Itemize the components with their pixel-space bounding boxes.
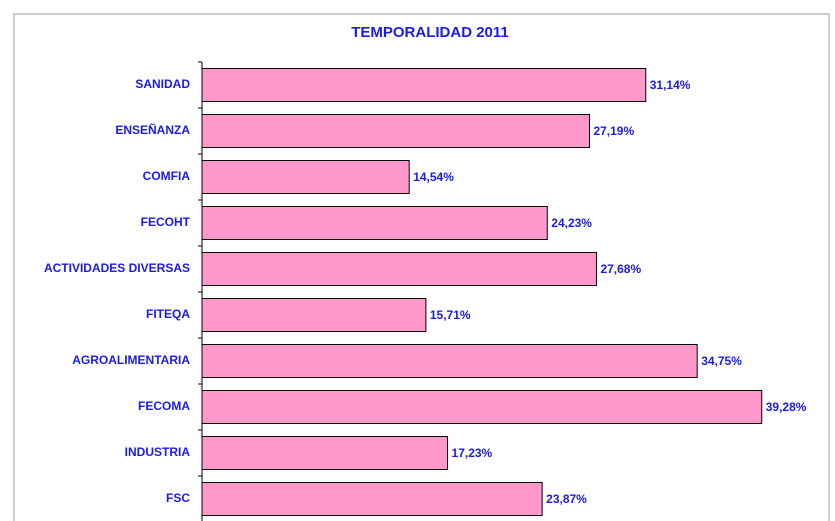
data-label: 31,14% [650,78,691,92]
chart-title: TEMPORALIDAD 2011 [351,24,509,41]
y-tick-label: ENSEÑANZA [115,122,190,137]
y-tick-label: FECOHT [141,215,191,229]
data-label: 15,71% [430,308,471,322]
y-tick-label: COMFIA [143,169,191,183]
bar [201,344,698,378]
bar [201,390,763,424]
bar [201,298,427,332]
data-label: 34,75% [701,354,742,368]
y-tick-label: ACTIVIDADES DIVERSAS [44,261,190,275]
y-tick-label: FSC [166,491,190,505]
data-label: 14,54% [413,170,454,184]
bar [201,252,597,286]
y-tick-label: SANIDAD [135,77,190,91]
data-label: 23,87% [546,492,587,506]
bar [201,206,548,240]
data-label: 27,19% [593,124,634,138]
bar [201,114,590,148]
y-tick-label: FECOMA [138,399,190,413]
data-label: 17,23% [452,446,493,460]
y-tick-label: FITEQA [146,307,190,321]
bar [201,160,410,194]
data-label: 27,68% [600,262,641,276]
bar [201,436,449,470]
y-tick-label: AGROALIMENTARIA [72,353,190,367]
data-label: 39,28% [766,400,807,414]
bar [201,482,543,516]
data-label: 24,23% [551,216,592,230]
y-tick-label: INDUSTRIA [125,445,191,459]
bar [201,68,647,102]
